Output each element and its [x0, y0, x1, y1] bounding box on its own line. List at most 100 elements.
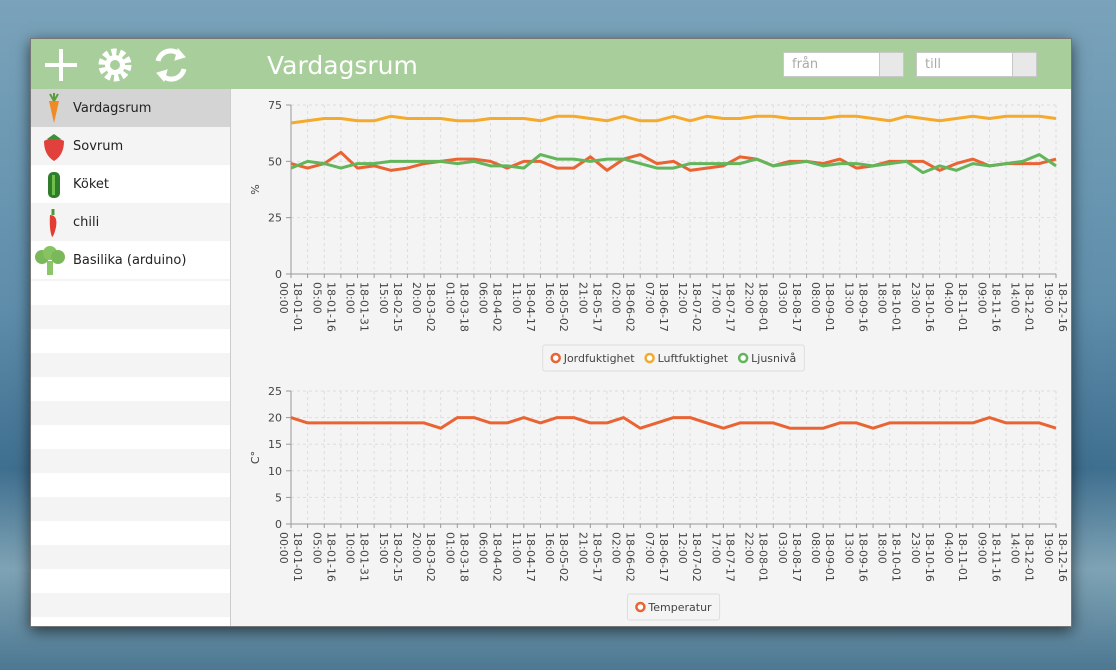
y-tick-label: 15	[268, 438, 282, 451]
legend-box	[626, 593, 721, 621]
add-button[interactable]	[45, 49, 77, 81]
y-tick-label: 25	[268, 212, 282, 225]
legend-box	[542, 344, 805, 372]
x-tick-label: 18-10-0118:00	[876, 282, 903, 332]
x-tick-label: 18-05-0216:00	[543, 532, 570, 582]
x-tick-label: 18-05-1721:00	[576, 532, 603, 582]
carrot-icon	[49, 93, 59, 123]
x-tick-label: 18-11-0104:00	[942, 532, 969, 582]
y-tick-label: 0	[275, 518, 282, 531]
data-line	[290, 153, 1057, 175]
x-tick-label: 18-01-0100:00	[277, 532, 304, 582]
x-tick-label: 18-11-1609:00	[975, 532, 1002, 582]
x-tick-label: 18-02-1515:00	[377, 532, 404, 582]
data-line	[290, 416, 1057, 430]
to-calendar[interactable]	[1012, 52, 1037, 77]
room-list: Vardagsrum Sovrum Köket chili Basilika (…	[31, 89, 231, 626]
refresh-button[interactable]	[155, 47, 187, 83]
legend-label: Temperatur	[647, 601, 712, 614]
x-tick-label: 18-09-0108:00	[809, 282, 836, 332]
x-tick-label: 18-11-0104:00	[942, 282, 969, 332]
room-title: Vardagsrum	[267, 51, 418, 80]
settings-button[interactable]	[98, 48, 132, 82]
x-tick-label: 18-08-1703:00	[776, 532, 803, 582]
x-tick-label: 18-04-0206:00	[477, 532, 504, 582]
legend-marker	[635, 601, 646, 613]
legend-label: Ljusnivå	[751, 352, 796, 365]
y-tick-label: 50	[268, 155, 282, 168]
toolbar-icons	[45, 47, 187, 83]
legend: Temperatur	[626, 593, 721, 621]
broccoli-icon	[35, 246, 65, 275]
x-tick-label: 18-07-1717:00	[709, 282, 736, 332]
x-tick-label: 18-09-1613:00	[842, 282, 869, 332]
room-item[interactable]: Sovrum	[31, 127, 230, 165]
charts: 18-01-0100:00 18-01-1605:00 18-01-3110:00 1…	[249, 99, 1069, 621]
room-name: Vardagsrum	[73, 101, 152, 116]
data-line	[290, 150, 1057, 172]
x-tick-label: 18-01-1605:00	[310, 282, 337, 332]
x-tick-label: 18-09-0108:00	[809, 532, 836, 582]
x-tick-label: 18-08-0122:00	[743, 532, 770, 582]
x-tick-label: 18-12-0114:00	[1009, 282, 1036, 332]
room-item[interactable]: Basilika (arduino)	[31, 241, 230, 279]
room-item[interactable]: Köket	[31, 165, 230, 203]
x-tick-label: 18-04-1711:00	[510, 532, 537, 582]
x-tick-label: 18-03-1801:00	[443, 282, 470, 332]
x-tick-label: 18-11-1609:00	[975, 282, 1002, 332]
legend-marker	[550, 352, 561, 364]
x-tick-label: 18-10-1623:00	[909, 282, 936, 332]
app-window: Vardagsrum från till Vardagsrum Sovrum K…	[30, 38, 1072, 627]
y-tick-label: 5	[275, 491, 282, 504]
x-tick-label: 18-10-1623:00	[909, 532, 936, 582]
chili-icon	[49, 209, 57, 237]
x-tick-label: 18-12-1619:00	[1042, 532, 1069, 582]
legend: Jordfuktighet Luftfuktighet Ljusnivå	[542, 344, 805, 372]
x-tick-label: 18-03-1801:00	[443, 532, 470, 582]
room-name: Sovrum	[73, 139, 124, 154]
x-tick-label: 18-08-1703:00	[776, 282, 803, 332]
legend-marker	[737, 352, 749, 364]
y-tick-label: 25	[268, 385, 282, 398]
room-name: Basilika (arduino)	[73, 253, 187, 268]
room-name: chili	[73, 215, 100, 230]
x-tick-label: 18-05-0216:00	[543, 282, 570, 332]
x-tick-label: 18-12-1619:00	[1042, 282, 1069, 332]
x-tick-label: 18-03-0220:00	[410, 282, 437, 332]
cucumber-icon	[48, 172, 60, 198]
x-tick-label: 18-01-3110:00	[344, 282, 371, 332]
legend-label: Jordfuktighet	[563, 352, 636, 365]
y-axis-label: %	[249, 184, 262, 194]
header: Vardagsrum från till	[31, 39, 1071, 89]
room-item[interactable]: Vardagsrum	[31, 89, 230, 127]
x-tick-label: 18-01-1605:00	[310, 532, 337, 582]
legend-label: Luftfuktighet	[658, 352, 729, 365]
y-tick-label: 75	[268, 99, 282, 112]
to-date[interactable]: till	[916, 52, 1014, 77]
x-tick-label: 18-06-1707:00	[643, 532, 670, 582]
x-tick-label: 18-02-1515:00	[377, 282, 404, 332]
from-calendar[interactable]	[879, 52, 904, 77]
x-tick-label: 18-08-0122:00	[743, 282, 770, 332]
x-tick-label: 18-12-0114:00	[1009, 532, 1036, 582]
y-axis-label: C°	[249, 451, 262, 464]
x-tick-label: 18-07-0212:00	[676, 282, 703, 332]
y-tick-label: 20	[268, 412, 282, 425]
from-date[interactable]: från	[783, 52, 881, 77]
x-tick-label: 18-03-0220:00	[410, 532, 437, 582]
x-tick-label: 18-04-0206:00	[477, 282, 504, 332]
y-tick-label: 10	[268, 465, 282, 478]
x-tick-label: 18-10-0118:00	[876, 532, 903, 582]
x-tick-label: 18-01-0100:00	[277, 282, 304, 332]
x-tick-label: 18-09-1613:00	[842, 532, 869, 582]
legend-marker	[644, 352, 655, 364]
x-tick-label: 18-05-1721:00	[576, 282, 603, 332]
x-tick-label: 18-04-1711:00	[510, 282, 537, 332]
x-tick-label: 18-06-1707:00	[643, 282, 670, 332]
x-tick-label: 18-01-3110:00	[344, 532, 371, 582]
room-name: Köket	[73, 177, 109, 192]
data-line	[290, 114, 1057, 125]
room-item[interactable]: chili	[31, 203, 230, 241]
strawberry-icon	[44, 134, 64, 161]
x-tick-label: 18-06-0202:00	[610, 282, 637, 332]
